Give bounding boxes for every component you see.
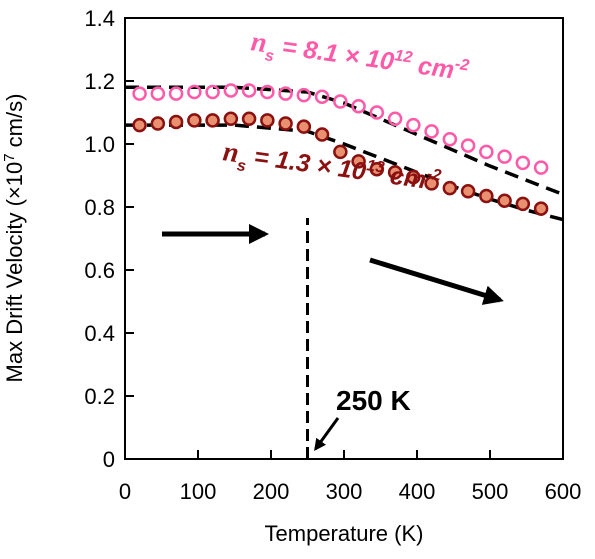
point — [296, 119, 312, 134]
marker-label: 250 K — [336, 385, 411, 416]
legend-part: -2 — [426, 166, 443, 185]
legend-part: s — [236, 157, 247, 175]
x-tick-label: 500 — [472, 479, 509, 504]
point — [205, 84, 220, 100]
legend-part: cm — [409, 51, 456, 85]
point — [387, 111, 403, 127]
point — [150, 86, 166, 101]
point — [223, 83, 239, 98]
point — [223, 111, 239, 127]
point — [515, 196, 531, 212]
point — [369, 105, 385, 120]
legend-part: 13 — [365, 157, 385, 176]
point — [187, 84, 202, 100]
legend-part: 12 — [393, 47, 413, 66]
legend-label: ns = 8.1 × 1012 cm-2 — [248, 26, 470, 92]
y-tick-label: 0.6 — [84, 258, 115, 283]
point — [533, 201, 549, 216]
x-axis-label: Temperature (K) — [265, 521, 424, 546]
arrow — [369, 257, 504, 305]
point — [369, 161, 385, 177]
arrow — [314, 417, 340, 451]
legend-part: n — [249, 26, 269, 59]
point — [351, 154, 366, 169]
x-tick-label: 300 — [326, 479, 363, 504]
point — [333, 94, 348, 109]
point — [406, 169, 421, 185]
x-tick-label: 600 — [545, 479, 582, 504]
point — [460, 138, 476, 153]
point — [132, 86, 147, 101]
x-tick-label: 0 — [119, 479, 131, 504]
point — [260, 84, 275, 100]
point — [314, 127, 330, 142]
point — [132, 117, 147, 133]
legend-part: n — [221, 136, 241, 169]
y-tick-label: 1.2 — [84, 69, 115, 94]
y-tick-label: 0.8 — [84, 195, 115, 220]
legend-part: = 8.1 × 10 — [273, 32, 395, 76]
point — [460, 184, 476, 199]
point — [278, 86, 293, 101]
point — [424, 124, 439, 139]
point — [533, 160, 549, 175]
point — [406, 117, 421, 133]
point — [187, 113, 202, 128]
point — [260, 113, 275, 128]
x-tick-label: 400 — [399, 479, 436, 504]
point — [168, 86, 184, 101]
y-tick-label: 0 — [103, 447, 115, 472]
legend-part: = 1.3 × 10 — [245, 142, 367, 186]
point — [497, 149, 512, 164]
x-tick-label: 200 — [253, 479, 290, 504]
point — [241, 111, 257, 127]
legend-part: s — [264, 47, 275, 65]
point — [442, 132, 458, 147]
y-axis-label: Max Drift Velocity (×107 cm/s) — [1, 94, 27, 383]
point — [479, 144, 494, 160]
point — [150, 116, 166, 131]
y-tick-label: 1.4 — [84, 6, 115, 31]
y-tick-label: 1.0 — [84, 132, 115, 157]
point — [351, 98, 366, 114]
fit-line — [125, 85, 564, 197]
x-tick-label: 100 — [180, 479, 217, 504]
point — [333, 144, 348, 160]
point — [497, 193, 512, 208]
y-tick-label: 0.4 — [84, 321, 115, 346]
point — [296, 87, 312, 103]
point — [314, 89, 330, 104]
point — [442, 180, 458, 196]
legend-part: -2 — [454, 56, 471, 75]
point — [205, 113, 220, 128]
legend-label: ns = 1.3 × 1013 cm-2 — [220, 136, 442, 202]
point — [278, 116, 293, 131]
legend-part: cm — [381, 161, 428, 195]
point — [387, 165, 403, 180]
point — [168, 114, 184, 130]
y-tick-label: 0.2 — [84, 384, 115, 409]
point — [515, 155, 531, 171]
point — [424, 176, 439, 191]
point — [479, 188, 494, 204]
point — [241, 83, 257, 98]
